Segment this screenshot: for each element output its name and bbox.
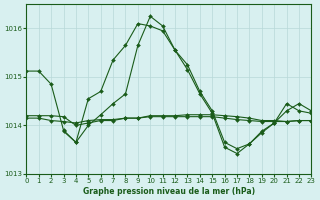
X-axis label: Graphe pression niveau de la mer (hPa): Graphe pression niveau de la mer (hPa) bbox=[83, 187, 255, 196]
